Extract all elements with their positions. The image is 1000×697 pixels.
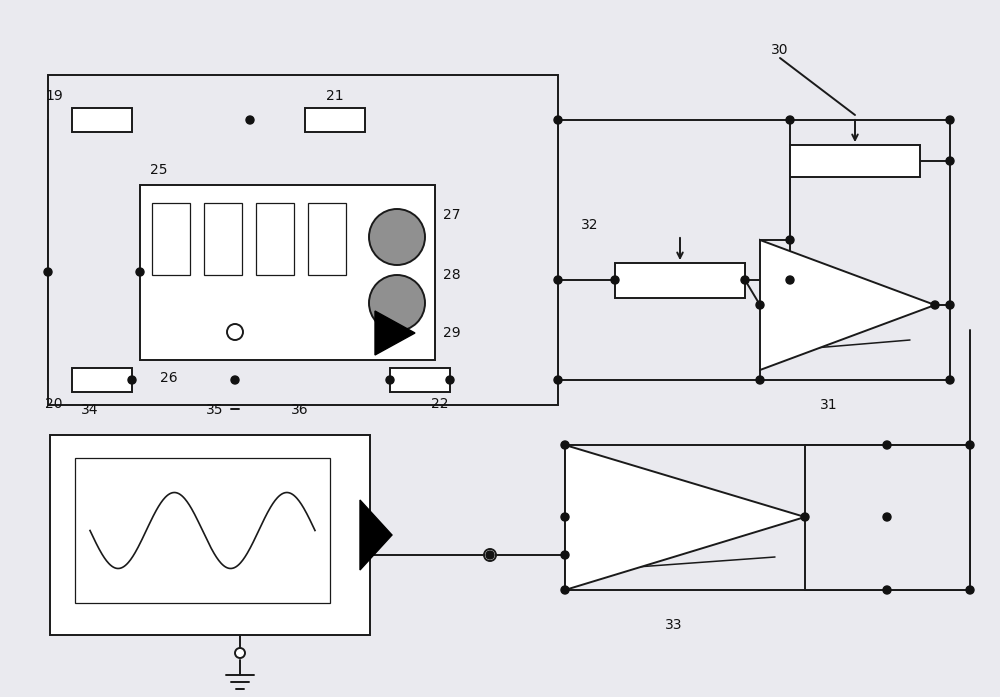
Circle shape	[786, 236, 794, 244]
Circle shape	[246, 116, 254, 124]
Bar	[615, 263, 745, 298]
Circle shape	[369, 209, 425, 265]
Circle shape	[227, 324, 243, 340]
Bar	[204, 203, 242, 275]
Bar	[75, 458, 330, 603]
Text: 19: 19	[45, 89, 63, 103]
Circle shape	[561, 513, 569, 521]
Text: 35: 35	[206, 403, 224, 417]
Circle shape	[484, 549, 496, 561]
Text: 36: 36	[291, 403, 309, 417]
Circle shape	[369, 275, 425, 331]
Bar	[805, 445, 970, 590]
Circle shape	[883, 441, 891, 449]
Text: 30: 30	[771, 43, 789, 57]
Text: 31: 31	[820, 398, 838, 412]
Circle shape	[883, 513, 891, 521]
Circle shape	[966, 441, 974, 449]
Bar	[50, 435, 370, 635]
Polygon shape	[565, 445, 805, 590]
Text: 34: 34	[81, 403, 99, 417]
Circle shape	[883, 586, 891, 594]
Circle shape	[756, 376, 764, 384]
Circle shape	[44, 268, 52, 276]
Circle shape	[136, 268, 144, 276]
Circle shape	[386, 376, 394, 384]
Text: 21: 21	[326, 89, 344, 103]
Circle shape	[931, 301, 939, 309]
Bar	[790, 145, 920, 177]
Circle shape	[231, 376, 239, 384]
Circle shape	[554, 276, 562, 284]
Text: 28: 28	[443, 268, 461, 282]
Circle shape	[561, 551, 569, 559]
Bar	[390, 368, 450, 392]
Text: 33: 33	[665, 618, 682, 632]
Bar	[308, 203, 346, 275]
Bar	[140, 185, 435, 360]
Text: 29: 29	[443, 326, 461, 340]
Text: 27: 27	[443, 208, 461, 222]
Circle shape	[561, 441, 569, 449]
Bar	[48, 75, 558, 405]
Polygon shape	[360, 500, 392, 570]
Circle shape	[561, 586, 569, 594]
Circle shape	[786, 116, 794, 124]
Text: 20: 20	[45, 397, 63, 411]
Circle shape	[741, 276, 749, 284]
Bar	[72, 368, 132, 392]
Circle shape	[946, 376, 954, 384]
Circle shape	[235, 648, 245, 658]
Circle shape	[966, 586, 974, 594]
Text: 32: 32	[581, 218, 599, 232]
Circle shape	[554, 116, 562, 124]
Text: 26: 26	[160, 371, 178, 385]
Circle shape	[611, 276, 619, 284]
Circle shape	[946, 157, 954, 165]
Circle shape	[946, 301, 954, 309]
Bar	[72, 108, 132, 132]
Bar	[152, 203, 190, 275]
Bar	[305, 108, 365, 132]
Polygon shape	[760, 240, 935, 370]
Polygon shape	[375, 311, 415, 355]
Circle shape	[801, 513, 809, 521]
Circle shape	[486, 551, 494, 559]
Text: 22: 22	[431, 397, 449, 411]
Circle shape	[756, 301, 764, 309]
Bar	[256, 203, 294, 275]
Circle shape	[554, 376, 562, 384]
Circle shape	[946, 116, 954, 124]
Text: 25: 25	[150, 163, 168, 177]
Circle shape	[786, 276, 794, 284]
Circle shape	[446, 376, 454, 384]
Circle shape	[128, 376, 136, 384]
